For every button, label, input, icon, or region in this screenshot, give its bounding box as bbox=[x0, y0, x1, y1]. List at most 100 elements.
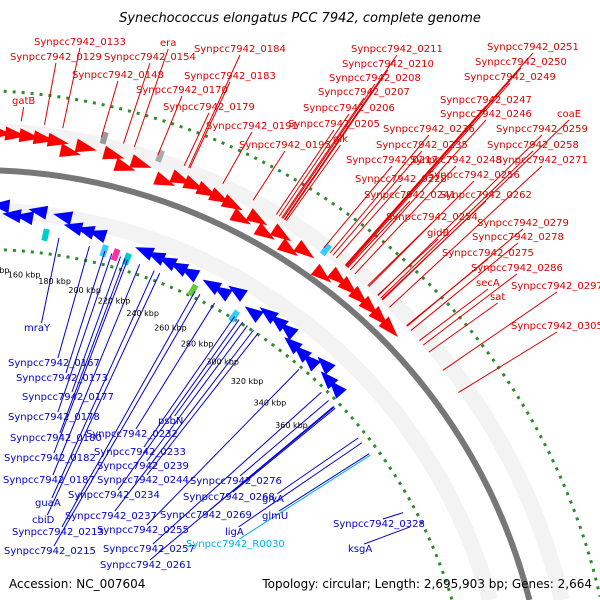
gene-label-forward[interactable]: Synpcc7942_0247 bbox=[440, 95, 532, 106]
forward-gene-block[interactable] bbox=[319, 243, 332, 257]
gene-label-reverse[interactable]: Synpcc7942_0232 bbox=[86, 429, 178, 440]
gene-label-forward[interactable]: Synpcc7942_0256 bbox=[428, 170, 520, 181]
gene-label-reverse[interactable]: Synpcc7942_0234 bbox=[68, 490, 160, 501]
gene-label-forward[interactable]: Synpcc7942_0249 bbox=[464, 72, 556, 83]
gene-label-reverse[interactable]: Synpcc7942_0237 bbox=[65, 511, 157, 522]
gene-label-reverse[interactable]: Synpcc7942_0269 bbox=[160, 510, 252, 521]
forward-gene-arrow[interactable] bbox=[220, 193, 243, 211]
forward-gene-arrow[interactable] bbox=[46, 132, 69, 147]
gene-label-reverse[interactable]: Synpcc7942_0180 bbox=[10, 433, 102, 444]
gene-label-forward[interactable]: gatB bbox=[12, 96, 35, 107]
gene-label-forward[interactable]: Synpcc7942_0195 bbox=[239, 140, 331, 151]
reverse-gene-arrow[interactable] bbox=[317, 356, 336, 375]
reverse-gene-arrow[interactable] bbox=[320, 371, 339, 390]
reverse-gene-arrow[interactable] bbox=[14, 211, 35, 226]
gene-label-reverse[interactable]: Synpcc7942_0239 bbox=[97, 461, 189, 472]
gene-label-forward[interactable]: Synpcc7942_0278 bbox=[472, 232, 564, 243]
reverse-gene-arrow[interactable] bbox=[279, 322, 299, 341]
forward-gene-arrow[interactable] bbox=[378, 316, 398, 337]
gene-label-forward[interactable]: Synpcc7942_0271 bbox=[496, 155, 588, 166]
reverse-gene-arrow[interactable] bbox=[293, 345, 313, 363]
gene-label-forward[interactable]: Synpcc7942_0183 bbox=[184, 71, 276, 82]
gene-label-forward[interactable]: Synpcc7942_0254 bbox=[386, 212, 478, 223]
gene-label-reverse[interactable]: mraY bbox=[24, 323, 51, 334]
gene-label-reverse[interactable]: guaA bbox=[35, 498, 61, 509]
reverse-gene-block[interactable] bbox=[228, 309, 241, 323]
gene-label-forward[interactable]: Synpcc7942_0154 bbox=[104, 52, 196, 63]
forward-gene-arrow[interactable] bbox=[277, 238, 299, 257]
gene-label-forward[interactable]: Synpcc7942_0170 bbox=[136, 85, 228, 96]
forward-gene-arrow[interactable] bbox=[59, 143, 82, 158]
gene-label-forward[interactable]: Synpcc7942_0286 bbox=[471, 263, 563, 274]
forward-gene-arrow[interactable] bbox=[269, 223, 292, 242]
forward-gene-arrow[interactable] bbox=[358, 295, 379, 316]
gene-label-forward[interactable]: Synpcc7942_0129 bbox=[10, 52, 102, 63]
gene-label-reverse[interactable]: Synpcc7942_0233 bbox=[94, 447, 186, 458]
reverse-gene-arrow[interactable] bbox=[63, 222, 84, 237]
reverse-gene-arrow[interactable] bbox=[284, 336, 303, 355]
reverse-gene-block[interactable] bbox=[122, 252, 132, 266]
forward-gene-block[interactable] bbox=[155, 149, 165, 163]
reverse-gene-arrow[interactable] bbox=[135, 247, 155, 261]
gene-label-forward[interactable]: Synpcc7942_0262 bbox=[440, 190, 532, 201]
gene-label-reverse[interactable]: Synpcc7942_0328 bbox=[333, 519, 425, 530]
gene-label-reverse[interactable]: Synpcc7942_0276 bbox=[190, 476, 282, 487]
gene-label-forward[interactable]: Synpcc7942_0297 bbox=[511, 281, 600, 292]
gene-label-forward[interactable]: Synpcc7942_0235 bbox=[376, 140, 468, 151]
reverse-gene-arrow[interactable] bbox=[28, 205, 49, 220]
gene-label-forward[interactable]: Synpcc7942_0258 bbox=[487, 140, 579, 151]
gene-label-reverse[interactable]: Synpcc7942_0255 bbox=[97, 525, 189, 536]
reverse-gene-arrow[interactable] bbox=[259, 307, 279, 325]
forward-gene-arrow[interactable] bbox=[74, 138, 97, 153]
forward-gene-arrow[interactable] bbox=[310, 263, 332, 283]
gene-label-forward[interactable]: Synpcc7942_0241 bbox=[364, 190, 456, 201]
forward-gene-arrow[interactable] bbox=[129, 154, 152, 168]
gene-label-forward[interactable]: Synpcc7942_0206 bbox=[303, 103, 395, 114]
gene-label-reverse[interactable]: Synpcc7942_0215 bbox=[4, 546, 96, 557]
forward-gene-arrow[interactable] bbox=[337, 276, 358, 296]
gene-label-rna[interactable]: Synpcc7942_R0030 bbox=[186, 539, 285, 550]
gene-label-reverse[interactable]: Synpcc7942_0244 bbox=[97, 475, 189, 486]
gene-label-forward[interactable]: Synpcc7942_0228 bbox=[355, 174, 447, 185]
forward-gene-arrow[interactable] bbox=[253, 222, 275, 240]
gene-label-forward[interactable]: era bbox=[160, 38, 176, 49]
gene-label-reverse[interactable]: psbN bbox=[158, 416, 183, 427]
forward-gene-arrow[interactable] bbox=[348, 285, 369, 306]
reverse-gene-arrow[interactable] bbox=[158, 256, 178, 272]
gene-label-forward[interactable]: Synpcc7942_0251 bbox=[487, 42, 579, 53]
reverse-gene-block[interactable] bbox=[110, 248, 121, 262]
gene-label-reverse[interactable]: Synpcc7942_0182 bbox=[4, 453, 96, 464]
gene-label-reverse[interactable]: glyA bbox=[262, 494, 284, 505]
gene-label-forward[interactable]: Synpcc7942_0217 bbox=[346, 155, 438, 166]
gene-label-forward[interactable]: Synpcc7942_0184 bbox=[194, 44, 286, 55]
forward-gene-arrow[interactable] bbox=[326, 266, 348, 286]
gene-label-forward[interactable]: Synpcc7942_0191 bbox=[206, 121, 298, 132]
reverse-gene-arrow[interactable] bbox=[87, 229, 108, 244]
gene-label-forward[interactable]: sat bbox=[490, 292, 505, 303]
reverse-gene-arrow[interactable] bbox=[244, 306, 264, 323]
gene-label-forward[interactable]: Synpcc7942_0279 bbox=[477, 218, 569, 229]
reverse-gene-arrow[interactable] bbox=[180, 267, 201, 283]
forward-gene-block[interactable] bbox=[99, 131, 109, 145]
gene-label-reverse[interactable]: Synpcc7942_0261 bbox=[100, 560, 192, 571]
gene-label-reverse[interactable]: Synpcc7942_0268 bbox=[183, 492, 275, 503]
gene-label-forward[interactable]: Synpcc7942_0205 bbox=[288, 119, 380, 130]
gene-label-forward[interactable]: secA bbox=[476, 278, 500, 289]
reverse-gene-arrow[interactable] bbox=[169, 262, 190, 277]
reverse-gene-block[interactable] bbox=[41, 228, 50, 242]
gene-label-forward[interactable]: Synpcc7942_0148 bbox=[72, 70, 164, 81]
gene-label-reverse[interactable]: ligA bbox=[225, 527, 244, 538]
gene-label-reverse[interactable]: Synpcc7942_0173 bbox=[16, 373, 108, 384]
gene-label-forward[interactable]: Synpcc7942_0236 bbox=[383, 124, 475, 135]
forward-gene-arrow[interactable] bbox=[368, 306, 389, 327]
reverse-gene-arrow[interactable] bbox=[0, 199, 11, 214]
gene-label-reverse[interactable]: Synpcc7942_0178 bbox=[8, 412, 100, 423]
gene-label-forward[interactable]: coaE bbox=[557, 109, 581, 120]
gene-label-forward[interactable]: Synpcc7942_0305 bbox=[511, 321, 600, 332]
reverse-gene-arrow[interactable] bbox=[329, 380, 347, 399]
gene-label-forward[interactable]: Synpcc7942_0246 bbox=[440, 109, 532, 120]
gene-label-forward[interactable]: Synpcc7942_0208 bbox=[329, 73, 421, 84]
reverse-gene-block[interactable] bbox=[187, 283, 199, 297]
gene-label-forward[interactable]: Synpcc7942_0275 bbox=[442, 248, 534, 259]
reverse-gene-arrow[interactable] bbox=[213, 285, 233, 302]
